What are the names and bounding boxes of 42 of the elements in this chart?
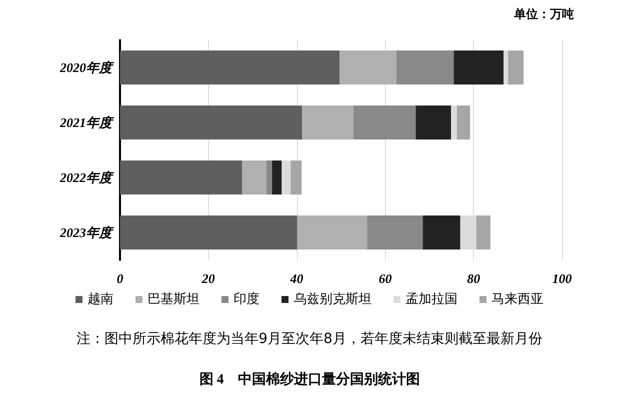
bar — [454, 50, 504, 84]
x-tick-label: 20 — [200, 271, 216, 286]
legend-label: 马来西亚 — [492, 292, 544, 307]
bar — [120, 216, 298, 250]
bar — [508, 50, 524, 84]
bar — [340, 50, 396, 84]
text: 图 4 中国棉纱进口量分国别统计图 — [199, 370, 420, 388]
bar — [242, 160, 266, 194]
bar — [120, 106, 302, 140]
bar — [416, 106, 452, 140]
x-tick-label: 60 — [378, 271, 392, 286]
x-tick-label: 0 — [116, 271, 124, 286]
bar — [266, 160, 272, 194]
legend-label: 印度 — [234, 291, 260, 307]
y-tick-label: 2021年度 — [59, 115, 115, 130]
bar — [120, 160, 242, 194]
x-tick-label: 100 — [552, 271, 572, 286]
bar — [272, 160, 282, 194]
bar — [504, 50, 508, 84]
bar — [297, 216, 368, 250]
bar — [120, 50, 340, 84]
bar — [396, 50, 454, 84]
y-tick-label: 2023年度 — [59, 225, 115, 240]
bar — [282, 160, 291, 194]
text: 单位：万吨 — [513, 7, 574, 21]
bar — [476, 216, 490, 250]
y-tick-label: 2022年度 — [59, 170, 115, 185]
y-tick-label: 2020年度 — [59, 60, 115, 75]
text: 注：图中所示棉花年度为当年9月至次年8月，若年度未结束则截至最新月份 — [76, 331, 542, 347]
bar — [451, 106, 457, 140]
legend-label: 孟加拉国 — [406, 292, 458, 307]
bar — [302, 106, 354, 140]
bar — [367, 216, 423, 250]
x-tick-label: 80 — [467, 271, 481, 286]
legend-label: 越南 — [88, 292, 114, 307]
x-tick-label: 40 — [289, 271, 304, 286]
bar — [422, 216, 460, 250]
legend-label: 巴基斯坦 — [148, 292, 200, 307]
bar — [353, 106, 416, 140]
bar — [290, 160, 302, 194]
legend-label: 乌兹别克斯坦 — [294, 292, 372, 307]
bar — [456, 106, 470, 140]
